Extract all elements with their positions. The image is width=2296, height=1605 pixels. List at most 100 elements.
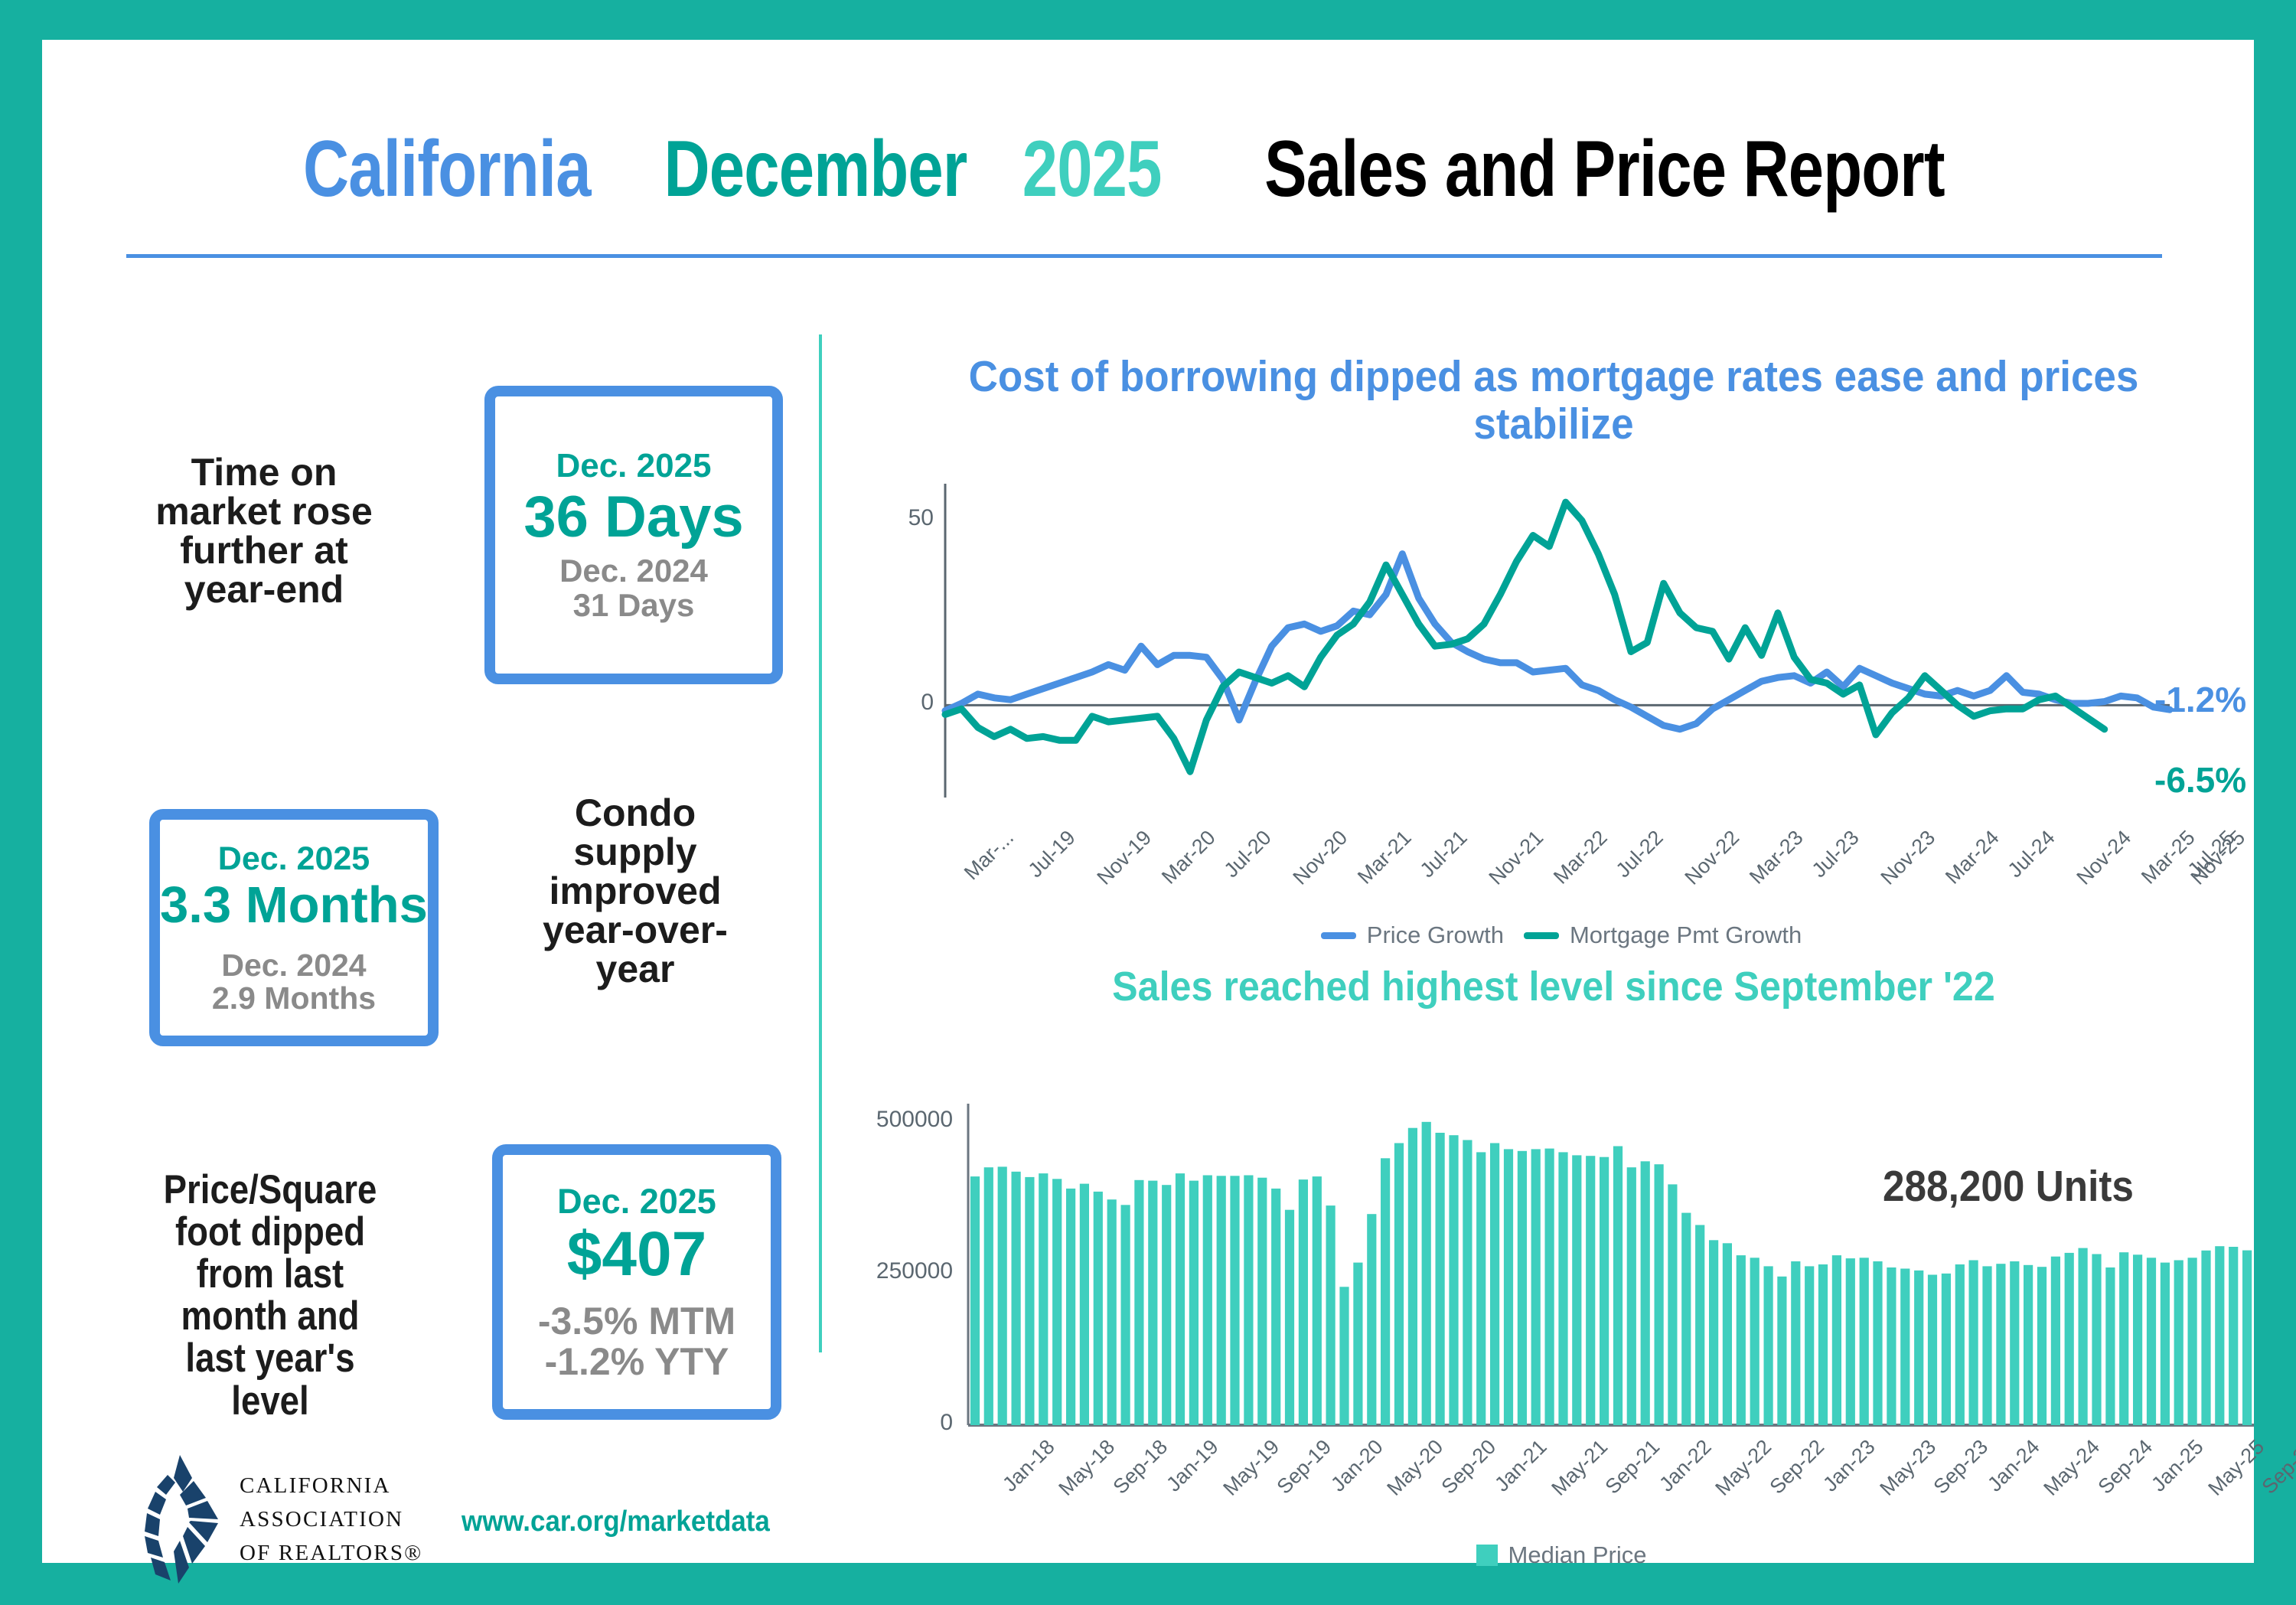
line-x-tick: Mar-22 bbox=[1549, 826, 1612, 889]
bar-x-tick: Jan-23 bbox=[1818, 1435, 1880, 1496]
bar-x-tick: Sep-20 bbox=[1437, 1435, 1501, 1499]
stat3-current-value: $407 bbox=[566, 1219, 707, 1289]
legend-label: Median Price bbox=[1508, 1541, 1647, 1568]
bar-x-tick: Jan-25 bbox=[2147, 1435, 2208, 1496]
line-x-tick: Jul-24 bbox=[2003, 826, 2060, 882]
bar-x-tick: Sep-19 bbox=[1272, 1435, 1336, 1499]
bar-x-tick: Jan-21 bbox=[1490, 1435, 1552, 1496]
legend-item[interactable]: Price Growth bbox=[1320, 922, 1504, 949]
line-x-tick: Jul-19 bbox=[1023, 826, 1081, 882]
logo-line-1: CALIFORNIA bbox=[240, 1473, 391, 1498]
bar-x-tick: Jan-22 bbox=[1654, 1435, 1716, 1496]
units-annotation: 288,200 Units bbox=[1883, 1162, 2134, 1211]
stat2-prior-value: 2.9 Months bbox=[211, 980, 377, 1016]
line-end-label-mortgage-growth: -6.5% bbox=[2154, 760, 2247, 800]
column-divider bbox=[819, 334, 822, 1352]
bar-x-tick: May-18 bbox=[1054, 1435, 1120, 1500]
bar-chart-title: Sales reached highest level since Septem… bbox=[1112, 964, 1995, 1010]
line-x-tick: Mar-23 bbox=[1745, 826, 1808, 889]
median-price-bar-chart bbox=[967, 1104, 2254, 1427]
line-chart-x-axis: Mar-... Jul-19 Nov-19 Mar-20 Jul-20 Nov-20 Mar… bbox=[853, 817, 2269, 909]
line-end-label-price-growth: -1.2% bbox=[2154, 680, 2247, 719]
stat-box-time-on-market: Dec. 2025 36 Days Dec. 2024 31 Days bbox=[484, 386, 783, 684]
stat2-current-value: 3.3 Months bbox=[160, 876, 428, 934]
logo-line-3: OF REALTORS® bbox=[240, 1541, 423, 1566]
blurb-time-on-market: Time on market rose further at year-end bbox=[155, 451, 373, 611]
legend-swatch-icon bbox=[1523, 931, 1559, 939]
line-y-tick: 0 bbox=[921, 690, 934, 716]
stat2-current-label: Dec. 2025 bbox=[217, 840, 370, 877]
line-x-tick: Mar-24 bbox=[1941, 826, 2004, 889]
title-divider-rule bbox=[126, 254, 2162, 258]
bar-x-tick: Jan-20 bbox=[1326, 1435, 1388, 1496]
line-x-tick: Jul-23 bbox=[1807, 826, 1864, 882]
car-logo-text: CALIFORNIA ASSOCIATION OF REALTORS® bbox=[240, 1469, 422, 1570]
bar-x-tick: Jan-18 bbox=[998, 1435, 1059, 1496]
line-x-tick: Nov-21 bbox=[1484, 826, 1548, 889]
bar-x-tick: May-24 bbox=[2039, 1435, 2105, 1500]
legend-label: Mortgage Pmt Growth bbox=[1569, 922, 1802, 948]
title-part-california: California bbox=[302, 125, 592, 214]
bar-x-tick: May-22 bbox=[1711, 1435, 1776, 1500]
stat3-change-mtm: -3.5% MTM bbox=[537, 1300, 736, 1342]
stat-box-price-per-sqft: Dec. 2025 $407 -3.5% MTM -1.2% YTY bbox=[492, 1144, 781, 1420]
title-part-month: December bbox=[664, 125, 968, 214]
legend-swatch-icon bbox=[1476, 1545, 1498, 1566]
line-x-tick: Nov-19 bbox=[1092, 826, 1156, 889]
price-vs-mortgage-line-chart bbox=[941, 484, 2174, 798]
title-part-subject: Sales and Price Report bbox=[1264, 125, 1945, 214]
stat3-change-yty: -1.2% YTY bbox=[544, 1340, 729, 1383]
line-x-tick: Jul-21 bbox=[1415, 826, 1473, 882]
bar-x-tick: Sep-22 bbox=[1765, 1435, 1829, 1499]
page-title: California December 2025 Sales and Price… bbox=[42, 124, 2254, 215]
stat1-prior-label: Dec. 2024 bbox=[559, 553, 708, 589]
line-x-tick: Jul-20 bbox=[1219, 826, 1277, 882]
line-x-tick: Nov-22 bbox=[1680, 826, 1743, 889]
bar-chart-legend: Median Price bbox=[853, 1536, 2269, 1574]
bar-y-tick: 0 bbox=[940, 1410, 953, 1435]
bar-x-tick: Sep-25 bbox=[2257, 1435, 2296, 1499]
car-logo: CALIFORNIA ASSOCIATION OF REALTORS® bbox=[132, 1452, 454, 1586]
line-x-tick: Nov-24 bbox=[2072, 826, 2135, 889]
blurb-condo-supply: Condo supply improved year-over- year bbox=[543, 791, 728, 990]
bar-x-tick: Jan-24 bbox=[1982, 1435, 2044, 1496]
line-x-tick: Nov-20 bbox=[1288, 826, 1352, 889]
market-data-url-link[interactable]: www.car.org/marketdata bbox=[461, 1506, 770, 1538]
logo-line-2: ASSOCIATION bbox=[240, 1507, 404, 1532]
bar-y-tick: 250000 bbox=[876, 1258, 953, 1284]
bar-x-tick: May-20 bbox=[1382, 1435, 1448, 1500]
legend-label: Price Growth bbox=[1366, 922, 1504, 948]
line-x-tick: Mar-20 bbox=[1157, 826, 1220, 889]
car-logo-mark bbox=[145, 1455, 218, 1584]
stat2-prior-label: Dec. 2024 bbox=[221, 947, 367, 983]
line-x-tick: Mar-... bbox=[959, 826, 1019, 885]
bar-x-tick: Jan-19 bbox=[1162, 1435, 1224, 1496]
line-chart-legend: Price Growth Mortgage Pmt Growth bbox=[853, 912, 2269, 958]
bar-y-tick: 500000 bbox=[876, 1106, 953, 1132]
stat-box-condo-supply: Dec. 2025 3.3 Months Dec. 2024 2.9 Month… bbox=[149, 809, 439, 1046]
bar-x-tick: May-21 bbox=[1547, 1435, 1613, 1500]
legend-swatch-icon bbox=[1320, 931, 1356, 939]
bar-x-tick: Sep-21 bbox=[1600, 1435, 1665, 1499]
bar-x-tick: May-23 bbox=[1875, 1435, 1941, 1500]
stat1-prior-value: 31 Days bbox=[572, 587, 695, 623]
stat1-current-value: 36 Days bbox=[523, 484, 744, 550]
legend-item[interactable]: Median Price bbox=[1476, 1541, 1647, 1569]
bar-x-tick: Sep-23 bbox=[1929, 1435, 1993, 1499]
line-x-tick: Jul-22 bbox=[1611, 826, 1668, 882]
line-chart-title: Cost of borrowing dipped as mortgage rat… bbox=[968, 352, 2139, 449]
line-y-tick: 50 bbox=[908, 505, 934, 531]
bar-x-tick: Sep-24 bbox=[2093, 1435, 2157, 1499]
stat1-current-label: Dec. 2025 bbox=[556, 447, 712, 485]
line-x-tick: Nov-23 bbox=[1876, 826, 1939, 889]
report-card: California December 2025 Sales and Price… bbox=[42, 40, 2296, 1584]
legend-item[interactable]: Mortgage Pmt Growth bbox=[1523, 922, 1802, 949]
stat3-current-label: Dec. 2025 bbox=[557, 1182, 716, 1221]
bar-x-tick: May-19 bbox=[1218, 1435, 1284, 1500]
blurb-price-per-sqft: Price/Square foot dipped from last month… bbox=[163, 1167, 377, 1424]
line-x-tick: Mar-21 bbox=[1353, 826, 1416, 889]
bar-x-tick: Sep-18 bbox=[1108, 1435, 1172, 1499]
title-part-year: 2025 bbox=[1022, 125, 1163, 214]
bar-chart-x-axis: Jan-18 May-18 Sep-18 Jan-19 May-19 Sep-19 Jan-… bbox=[853, 1429, 2296, 1528]
